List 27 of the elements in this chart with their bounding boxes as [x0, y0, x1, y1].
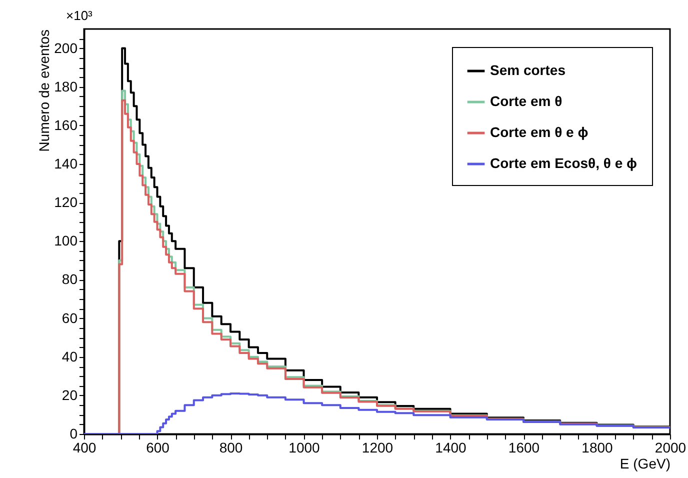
y-tick-label: 120	[54, 194, 78, 210]
legend-label: Sem cortes	[490, 62, 566, 78]
y-tick-label: 60	[62, 310, 78, 326]
x-tick-label: 400	[72, 440, 96, 456]
x-tick-label: 2000	[654, 440, 686, 456]
y-tick-label: 180	[54, 78, 78, 94]
y-tick-label: 200	[54, 40, 78, 56]
x-tick-label: 1800	[582, 440, 614, 456]
y-axis-title: Numero de eventos	[36, 30, 52, 152]
y-tick-label: 160	[54, 116, 78, 133]
y-tick-label: 80	[62, 271, 78, 288]
x-tick-label: 1600	[508, 440, 540, 456]
y-tick-label: 20	[62, 386, 78, 403]
y-tick-label: 40	[62, 348, 78, 364]
x-axis-title: E (GeV)	[620, 456, 670, 472]
y-tick-label: 0	[70, 426, 78, 442]
legend-label: Corte em θ e ϕ	[490, 124, 588, 140]
x-tick-label: 1000	[288, 440, 320, 456]
x-tick-label: 1200	[362, 440, 394, 456]
x-tick-label: 800	[219, 440, 243, 456]
x-tick-label: 600	[146, 440, 170, 456]
legend-label: Corte em θ	[490, 93, 562, 109]
y-tick-label: 140	[54, 156, 78, 172]
y-tick-label: 100	[54, 232, 78, 249]
legend-label: Corte em Ecosθ, θ e ϕ	[490, 155, 638, 171]
text: ×10³	[66, 8, 92, 23]
x-tick-label: 1400	[435, 440, 467, 456]
